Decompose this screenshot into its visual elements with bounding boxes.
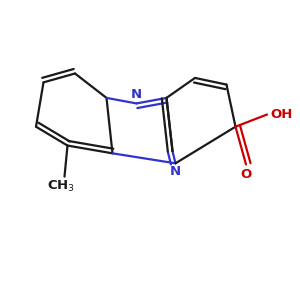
- Text: OH: OH: [270, 108, 292, 121]
- Text: N: N: [170, 165, 181, 178]
- Text: O: O: [240, 168, 252, 181]
- Text: N: N: [131, 88, 142, 101]
- Text: CH$_3$: CH$_3$: [46, 179, 75, 194]
